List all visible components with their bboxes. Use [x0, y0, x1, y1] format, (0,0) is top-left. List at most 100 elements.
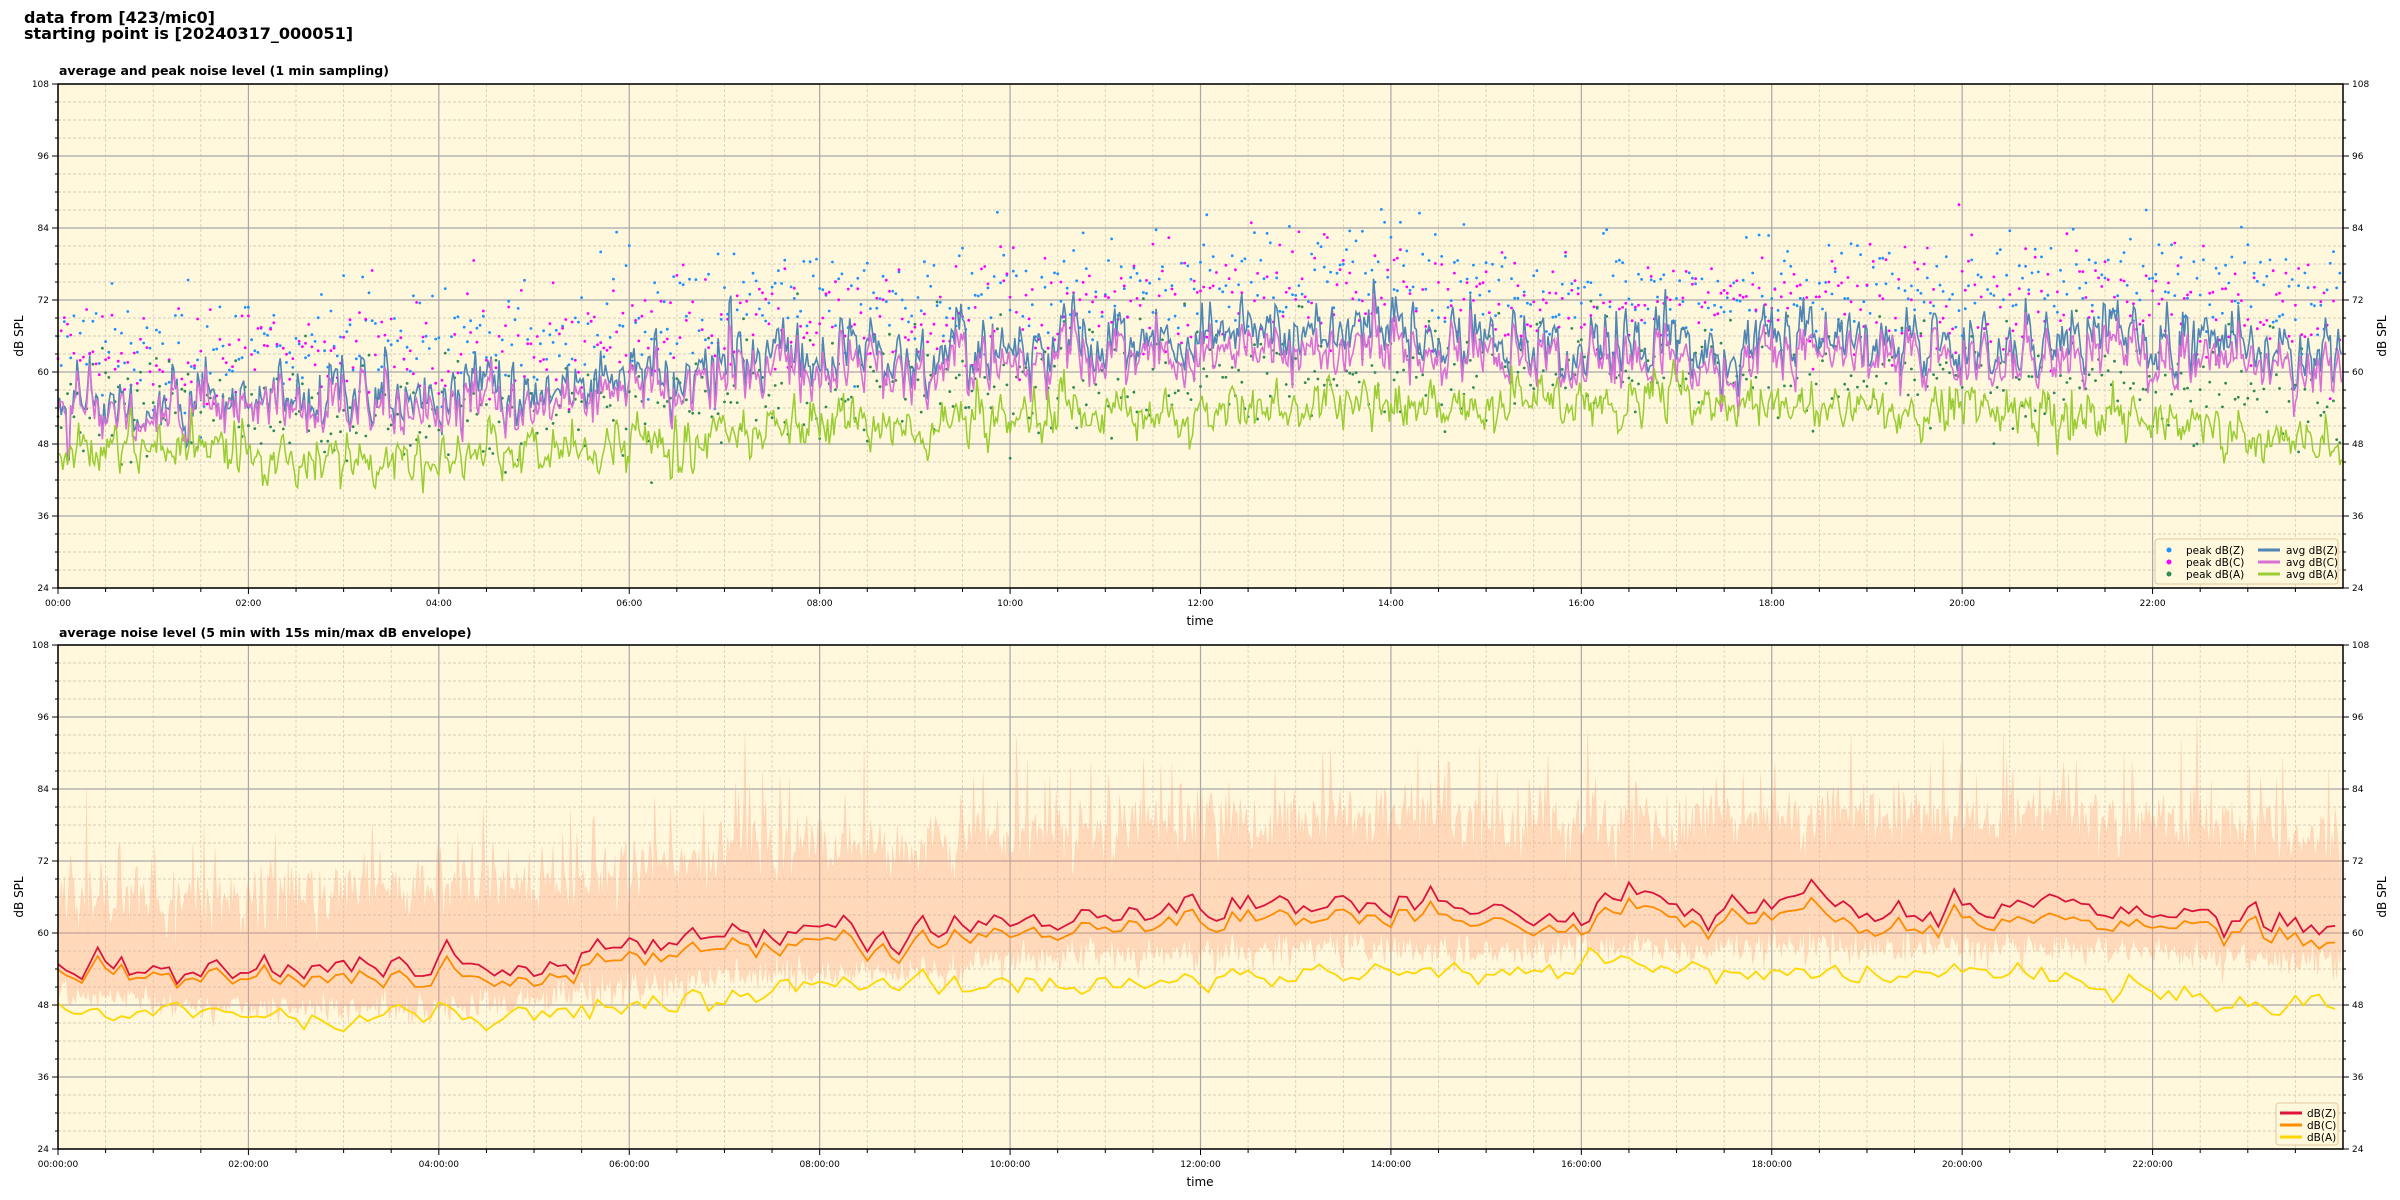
peak-c-point [1773, 288, 1777, 291]
peak-z-point [59, 364, 63, 367]
peak-a-point [1414, 375, 1418, 379]
peak-c-point [2024, 247, 2027, 251]
peak-z-point [2227, 281, 2231, 285]
peak-c-point [634, 319, 637, 322]
peak-z-point [1852, 320, 1856, 323]
x-tick-label: 22:00 [2140, 599, 2166, 609]
peak-z-point [485, 356, 488, 359]
peak-z-point [332, 344, 336, 348]
peak-c-point [967, 318, 971, 322]
peak-z-point [1278, 309, 1282, 313]
peak-c-point [2208, 291, 2212, 295]
peak-a-point [1319, 344, 1323, 348]
peak-z-point [884, 300, 888, 303]
peak-z-point [957, 254, 961, 258]
peak-a-point [2043, 412, 2047, 416]
peak-a-point [2278, 387, 2281, 390]
peak-z-point [945, 316, 948, 320]
peak-c-point [1684, 270, 1688, 273]
peak-z-point [2087, 258, 2091, 262]
peak-a-point [69, 382, 73, 386]
peak-c-point [256, 327, 260, 330]
peak-a-point [1630, 379, 1634, 383]
avg-peak-noise-chart: average and peak noise level (1 min samp… [12, 63, 2389, 628]
peak-z-point [1418, 211, 1421, 215]
peak-c-point [2240, 299, 2243, 302]
peak-z-point [1967, 284, 1970, 288]
peak-a-point [2122, 381, 2126, 385]
peak-a-point [1173, 391, 1177, 395]
peak-z-point [1443, 320, 1447, 323]
peak-c-point [999, 245, 1002, 249]
peak-a-point [1059, 346, 1063, 350]
peak-c-point [1840, 281, 1843, 285]
peak-a-point [1370, 364, 1374, 367]
peak-a-point [2297, 450, 2301, 454]
peak-c-point [735, 294, 739, 298]
peak-c-point [1107, 296, 1110, 299]
legend-label-a: dB(A) [2307, 1132, 2336, 1144]
legend-label-avg-z: avg dB(Z) [2286, 545, 2338, 557]
peak-c-point [412, 372, 415, 376]
peak-z-point [837, 277, 841, 281]
peak-c-point [126, 361, 130, 364]
peak-c-point [1719, 291, 1723, 295]
peak-a-point [2202, 365, 2205, 369]
peak-z-point [297, 342, 301, 346]
y-tick-label-right: 108 [2352, 641, 2369, 651]
peak-z-point [186, 278, 190, 282]
peak-c-point [275, 342, 279, 346]
peak-c-point [310, 345, 314, 349]
peak-c-point [596, 343, 599, 347]
peak-c-point [1564, 250, 1567, 254]
peak-z-point [1503, 256, 1507, 260]
y-tick-label-left: 36 [38, 512, 50, 522]
peak-a-point [288, 441, 292, 445]
peak-c-point [837, 298, 841, 302]
peak-c-point [354, 339, 358, 343]
peak-a-point [577, 428, 580, 432]
peak-z-point [1211, 255, 1215, 258]
peak-z-point [1691, 276, 1694, 280]
peak-z-point [1138, 279, 1142, 283]
peak-z-point [1916, 288, 1920, 292]
peak-z-point [110, 282, 114, 285]
peak-z-point [2097, 316, 2101, 319]
peak-c-point [2119, 278, 2123, 282]
peak-c-point [1300, 277, 1304, 281]
peak-a-point [1288, 395, 1291, 398]
peak-z-point [1738, 299, 1742, 303]
peak-a-point [1637, 382, 1640, 386]
peak-c-point [862, 336, 866, 340]
peak-a-point [1335, 384, 1339, 387]
peak-c-point [1462, 297, 1466, 301]
peak-z-point [1602, 232, 1605, 235]
peak-z-point [2090, 303, 2094, 307]
peak-c-point [288, 377, 292, 381]
peak-c-point [1884, 258, 1888, 261]
peak-z-point [272, 313, 276, 317]
peak-a-point [605, 405, 609, 409]
peak-c-point [1710, 267, 1713, 271]
peak-z-point [167, 380, 171, 384]
peak-c-point [1672, 269, 1675, 273]
peak-z-point [116, 364, 120, 368]
peak-c-point [1278, 243, 1282, 247]
peak-z-point [1789, 264, 1793, 268]
peak-c-point [2062, 313, 2066, 317]
peak-z-point [1205, 213, 1209, 217]
peak-a-point [926, 353, 929, 357]
peak-z-point [1421, 252, 1425, 256]
peak-z-point [627, 244, 631, 248]
peak-z-point [1906, 297, 1910, 301]
peak-a-point [1411, 356, 1415, 360]
peak-c-point [1983, 327, 1986, 330]
peak-z-point [1249, 280, 1253, 284]
peak-c-point [1938, 320, 1942, 324]
peak-a-point [729, 401, 733, 404]
peak-z-point [2129, 237, 2132, 241]
peak-c-point [1738, 293, 1742, 297]
peak-a-point [900, 419, 904, 423]
peak-z-point [1760, 294, 1764, 298]
peak-z-point [1583, 285, 1586, 289]
